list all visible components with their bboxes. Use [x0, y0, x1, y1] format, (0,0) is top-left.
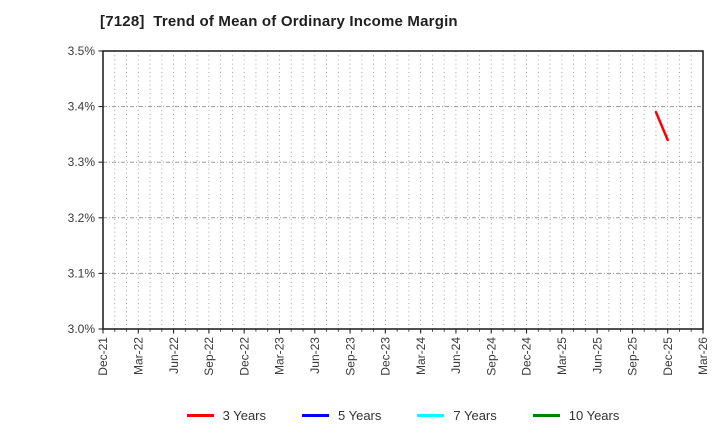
svg-text:Sep-24: Sep-24 [484, 337, 498, 376]
svg-text:3.1%: 3.1% [68, 266, 96, 280]
legend-label-10-years: 10 Years [568, 407, 620, 423]
x-tick-labels: Dec-21 Mar-22 Jun-22 Sep-22 Dec-22 Mar-23 Jun-… [96, 337, 710, 376]
svg-text:Dec-25: Dec-25 [661, 337, 675, 376]
legend-label-3-years: 3 Years [222, 407, 266, 423]
gridlines-horizontal [103, 106, 703, 274]
legend-swatch-10-years [532, 413, 560, 417]
chart-legend: 3 Years 5 Years 7 Years 10 Years [103, 403, 703, 427]
svg-text:Sep-22: Sep-22 [202, 337, 216, 376]
svg-text:Dec-24: Dec-24 [520, 337, 534, 376]
svg-text:3.3%: 3.3% [68, 155, 96, 169]
svg-text:Jun-23: Jun-23 [308, 337, 322, 374]
svg-text:Jun-25: Jun-25 [590, 337, 604, 374]
legend-item-7-years: 7 Years [417, 407, 497, 423]
plot-frame [102, 50, 704, 330]
svg-text:Mar-23: Mar-23 [273, 337, 287, 375]
svg-text:Mar-24: Mar-24 [414, 337, 428, 375]
legend-item-3-years: 3 Years [186, 407, 266, 423]
svg-text:3.0%: 3.0% [68, 322, 96, 336]
svg-text:3.4%: 3.4% [68, 100, 96, 114]
svg-text:Jun-24: Jun-24 [449, 337, 463, 374]
legend-swatch-3-years [186, 413, 214, 417]
legend-swatch-7-years [417, 413, 445, 417]
legend-item-10-years: 10 Years [532, 407, 620, 423]
svg-text:Mar-25: Mar-25 [555, 337, 569, 375]
gridlines-vertical [114, 51, 692, 329]
svg-text:Dec-21: Dec-21 [96, 337, 110, 376]
svg-text:3.2%: 3.2% [68, 211, 96, 225]
svg-text:Jun-22: Jun-22 [167, 337, 181, 374]
svg-text:3.5%: 3.5% [68, 44, 96, 58]
legend-item-5-years: 5 Years [302, 408, 381, 423]
legend-swatch-5-years [302, 413, 329, 417]
chart-title: [7128] Trend of Mean of Ordinary Income … [100, 13, 458, 30]
svg-text:Mar-26: Mar-26 [696, 337, 710, 375]
svg-text:Dec-23: Dec-23 [379, 337, 393, 376]
y-tick-labels: 3.0% 3.1% 3.2% 3.3% 3.4% 3.5% [68, 44, 103, 336]
legend-label-5-years: 5 Years [338, 407, 382, 423]
svg-text:Sep-25: Sep-25 [626, 337, 640, 376]
svg-text:Dec-22: Dec-22 [237, 337, 251, 376]
series-line-3-years [654, 110, 669, 142]
svg-text:Sep-23: Sep-23 [343, 337, 357, 376]
legend-label-7-years: 7 Years [453, 407, 497, 423]
svg-text:Mar-22: Mar-22 [131, 337, 145, 375]
